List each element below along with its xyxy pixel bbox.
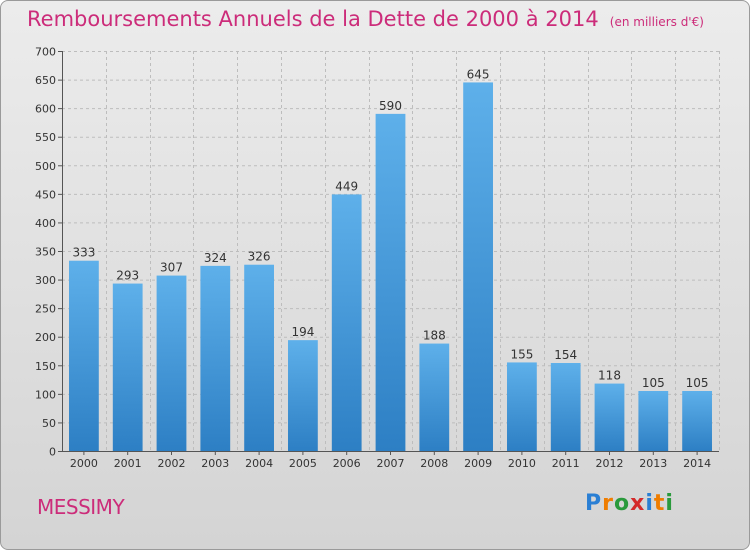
y-tick-label: 0 bbox=[49, 446, 56, 459]
proxiti-logo: Proxiti bbox=[585, 491, 674, 516]
x-tick-label: 2011 bbox=[552, 457, 580, 470]
data-label: 324 bbox=[204, 251, 227, 265]
x-tick-label: 2004 bbox=[245, 457, 273, 470]
logo-letter: o bbox=[613, 491, 631, 516]
bar-2014 bbox=[682, 391, 712, 451]
data-label: 333 bbox=[72, 246, 95, 260]
data-label: 188 bbox=[423, 329, 446, 343]
x-tick-label: 2014 bbox=[683, 457, 711, 470]
data-label: 105 bbox=[686, 376, 709, 390]
y-tick-label: 500 bbox=[35, 160, 56, 173]
x-tick-label: 2003 bbox=[201, 457, 229, 470]
data-label: 118 bbox=[598, 369, 621, 383]
commune-name: MESSIMY bbox=[37, 495, 125, 519]
x-tick-label: 2008 bbox=[420, 457, 448, 470]
data-label: 105 bbox=[642, 376, 665, 390]
data-labels: 333 293 307 324 326 194 449 590 188 645 155 154 118 1… bbox=[72, 67, 708, 390]
x-tick-label: 2007 bbox=[377, 457, 405, 470]
bars bbox=[69, 82, 712, 451]
bar-2009 bbox=[463, 82, 493, 451]
y-tick-label: 600 bbox=[35, 103, 56, 116]
bar-2007 bbox=[375, 113, 406, 451]
data-label: 590 bbox=[379, 99, 402, 113]
x-tick-label: 2006 bbox=[333, 457, 361, 470]
bar-2003 bbox=[200, 265, 231, 451]
logo-letter: i bbox=[645, 491, 654, 516]
x-tick-label: 2000 bbox=[70, 457, 98, 470]
data-label: 307 bbox=[160, 261, 183, 275]
data-label: 645 bbox=[467, 67, 490, 81]
y-tick-label: 100 bbox=[35, 388, 56, 401]
data-label: 293 bbox=[116, 269, 139, 283]
y-tick-label: 50 bbox=[42, 417, 56, 430]
y-tick-label: 300 bbox=[35, 274, 56, 287]
logo-letter: r bbox=[602, 491, 614, 516]
bar-2005 bbox=[288, 340, 318, 451]
x-tick-label: 2010 bbox=[508, 457, 536, 470]
data-label: 155 bbox=[510, 347, 533, 361]
data-label: 154 bbox=[554, 348, 577, 362]
y-tick-label: 650 bbox=[35, 74, 56, 87]
x-tick-label: 2013 bbox=[639, 457, 667, 470]
data-label: 326 bbox=[248, 250, 271, 264]
bar-2006 bbox=[331, 194, 362, 451]
bar-2010 bbox=[507, 362, 537, 451]
x-tick-label: 2009 bbox=[464, 457, 492, 470]
data-label: 449 bbox=[335, 179, 358, 193]
x-tick-label: 2002 bbox=[158, 457, 186, 470]
chart-title: Remboursements Annuels de la Dette de 20… bbox=[27, 7, 599, 31]
y-tick-label: 150 bbox=[35, 360, 56, 373]
y-tick-label: 250 bbox=[35, 303, 56, 316]
bar-2013 bbox=[638, 391, 669, 451]
bar-2011 bbox=[550, 363, 581, 451]
bar-2008 bbox=[419, 343, 450, 451]
logo-letter: i bbox=[665, 491, 674, 516]
logo-letter: P bbox=[585, 491, 603, 516]
x-tick-label: 2001 bbox=[114, 457, 142, 470]
y-tick-label: 200 bbox=[35, 331, 56, 344]
logo-letter: x bbox=[630, 491, 646, 516]
bar-2012 bbox=[594, 383, 625, 451]
bar-2000 bbox=[69, 260, 99, 451]
x-tick-label: 2005 bbox=[289, 457, 317, 470]
axes: 0 50 100 150 200 250 300 350 400 450 500 550 600 650 7… bbox=[35, 46, 719, 470]
y-tick-label: 400 bbox=[35, 217, 56, 230]
y-tick-label: 550 bbox=[35, 131, 56, 144]
data-label: 194 bbox=[291, 325, 314, 339]
logo-letter: t bbox=[653, 491, 666, 516]
y-tick-label: 450 bbox=[35, 188, 56, 201]
x-tick-label: 2012 bbox=[596, 457, 624, 470]
chart-subtitle: (en milliers d'€) bbox=[609, 15, 704, 29]
bar-2002 bbox=[156, 275, 187, 451]
y-tick-label: 700 bbox=[35, 46, 56, 59]
y-tick-label: 350 bbox=[35, 246, 56, 259]
bar-2001 bbox=[112, 283, 143, 451]
title-line: Remboursements Annuels de la Dette de 20… bbox=[27, 7, 704, 31]
bar-2004 bbox=[244, 264, 274, 451]
